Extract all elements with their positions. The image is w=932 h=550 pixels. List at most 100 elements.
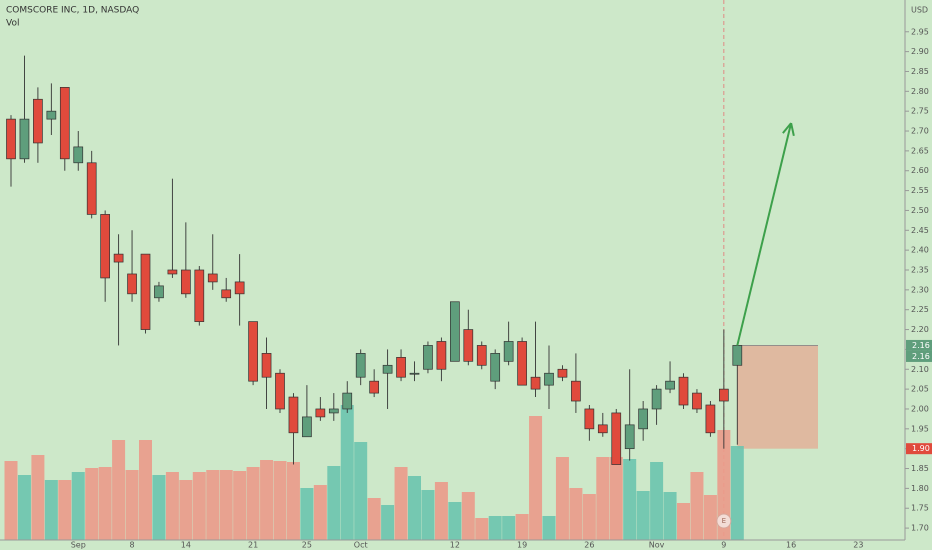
y-tick-label: 2.30 [911, 285, 929, 294]
volume-bar [663, 492, 677, 540]
y-tick-label: 2.25 [911, 305, 929, 314]
volume-bar [152, 475, 166, 540]
volume-bar [677, 503, 690, 540]
candle-body [557, 368, 568, 378]
volume-bar [690, 472, 704, 540]
candle-body [624, 424, 635, 450]
volume-bar [44, 480, 58, 540]
arrow-head [790, 122, 795, 137]
volume-bar [192, 472, 206, 540]
y-tick-label: 2.60 [911, 166, 929, 175]
volume-bar [85, 468, 99, 540]
volume-bar [408, 476, 421, 540]
candle-body [732, 345, 743, 366]
candle-body [154, 285, 164, 299]
volume-bar [636, 491, 650, 540]
volume-bar [434, 482, 448, 540]
volume-bar [125, 470, 139, 540]
candle-body [490, 353, 501, 382]
candle-body [517, 341, 527, 386]
volume-bar [219, 470, 233, 540]
volume-bar [165, 472, 179, 540]
x-tick-label: 9 [721, 541, 726, 550]
candle-body [19, 118, 30, 160]
candle-body [342, 392, 353, 410]
price-label: 2.16 [912, 341, 930, 350]
x-tick-label: 21 [248, 541, 258, 550]
y-tick-label: 2.35 [911, 266, 929, 275]
y-tick-label: 2.20 [911, 325, 929, 334]
y-tick-label: 1.75 [911, 504, 929, 513]
candle-body [248, 321, 258, 382]
candle-body [651, 388, 662, 410]
x-tick-label: 12 [450, 541, 460, 550]
candle-body [611, 412, 622, 465]
currency: USD [911, 6, 928, 15]
volume-bar [286, 462, 300, 540]
candle-body [638, 408, 649, 430]
candle-body [476, 345, 487, 366]
volume-bar [340, 405, 354, 540]
y-tick-label: 2.40 [911, 246, 929, 255]
candle-body [73, 146, 84, 164]
candle-body [530, 376, 541, 390]
candle-body [59, 87, 70, 160]
candle-body [692, 392, 702, 410]
volume-bar [609, 457, 623, 540]
candle-body [288, 396, 299, 434]
volume-bar [555, 457, 569, 540]
y-tick-label: 1.80 [911, 484, 929, 493]
y-tick-label: 1.70 [911, 524, 929, 533]
volume-bar [421, 490, 435, 540]
candle-body [705, 404, 716, 434]
candle-body [571, 380, 581, 402]
x-tick-label: Sep [71, 541, 86, 550]
candle-body [33, 98, 43, 144]
candle-body [544, 372, 554, 386]
y-tick-label: 2.10 [911, 365, 929, 374]
volume-bar [488, 516, 502, 540]
x-tick-label: 23 [853, 541, 863, 550]
volume-bar [260, 460, 274, 540]
volume-bar [179, 480, 193, 540]
volume-bar [139, 440, 152, 540]
price-label-box [906, 443, 932, 455]
volume-bar [4, 461, 18, 540]
volume-bar [367, 498, 381, 540]
volume-bar [327, 466, 341, 540]
volume-bar [569, 488, 583, 540]
candle-body [328, 408, 339, 414]
candle-body [396, 357, 406, 378]
candle-body [181, 269, 191, 295]
volume-bar [461, 492, 475, 540]
x-tick-label: 8 [130, 541, 135, 550]
x-tick-label: 14 [181, 541, 191, 550]
volume-bar [703, 495, 717, 540]
candle-body [450, 301, 460, 362]
chart-title: COMSCORE INC, 1D, NASDAQ [6, 6, 139, 16]
candle-body [194, 269, 205, 322]
candle-body [207, 273, 218, 283]
candle-body [584, 408, 595, 430]
y-tick-label: 1.85 [911, 464, 929, 473]
candle-body [113, 253, 124, 263]
candle-body [100, 214, 111, 279]
price-label: 1.90 [912, 444, 930, 453]
volume-bar [233, 471, 247, 540]
candle-body [436, 341, 447, 370]
candle-body [718, 388, 729, 402]
volume-bar [206, 470, 220, 540]
candle-body [463, 329, 474, 362]
y-tick-label: 2.95 [911, 27, 929, 36]
candle-body [678, 376, 689, 406]
candle-body [86, 162, 97, 215]
y-tick-label: 2.05 [911, 385, 929, 394]
y-tick-label: 2.85 [911, 67, 929, 76]
candle-body [355, 353, 366, 378]
arrow-head [782, 122, 792, 134]
candle-body [382, 364, 393, 374]
volume-bar [623, 459, 637, 540]
volume-bar [300, 488, 314, 540]
